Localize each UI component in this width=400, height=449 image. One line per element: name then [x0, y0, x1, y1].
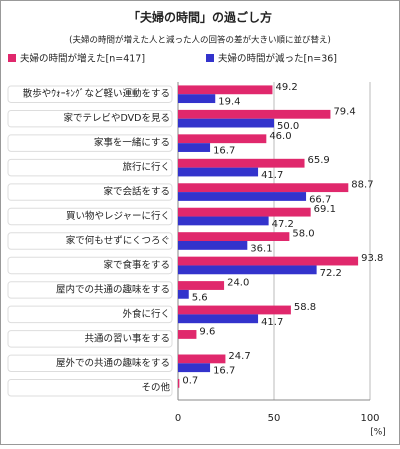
category-box — [7, 134, 173, 152]
value-label: 66.7 — [309, 194, 331, 205]
y-tick-label: 家で何もせずにくつろぐ — [66, 235, 170, 247]
category-box — [7, 354, 173, 373]
bar — [178, 256, 359, 266]
category-box — [7, 207, 173, 226]
bar — [178, 143, 211, 152]
y-tick-label: 家で食事をする — [103, 259, 170, 271]
y-tick-label: 共通の習い事をする — [84, 332, 170, 344]
category-box — [7, 232, 173, 250]
bar — [178, 216, 269, 226]
value-label: 50.0 — [277, 121, 299, 132]
value-label: 72.2 — [320, 268, 342, 279]
bar — [178, 158, 305, 168]
value-label: 49.2 — [275, 82, 297, 93]
legend-swatch — [8, 54, 16, 62]
bar — [178, 134, 267, 144]
bar — [178, 85, 273, 95]
value-label: 19.4 — [218, 97, 240, 108]
value-label: 79.4 — [333, 106, 355, 117]
category-box — [7, 281, 173, 299]
bar — [178, 378, 180, 388]
bar — [178, 94, 216, 104]
legend-swatch — [206, 54, 214, 62]
value-label: 16.7 — [213, 366, 235, 377]
legend-label: 夫婦の時間が増えた[n=417] — [20, 53, 145, 65]
category-box — [7, 183, 173, 201]
bar — [178, 354, 226, 364]
bar — [178, 241, 248, 250]
x-tick-label: 50 — [268, 413, 281, 424]
value-label: 47.2 — [272, 219, 294, 230]
bar — [178, 265, 317, 275]
legend-label: 夫婦の時間が減った[n=36] — [218, 53, 337, 65]
chart-subtitle: (夫婦の時間が増えた人と減った人の回答の差が大きい順に並び替え) — [69, 35, 331, 46]
category-box — [7, 305, 173, 324]
bar — [178, 330, 197, 339]
value-label: 0.7 — [182, 375, 198, 386]
category-box — [7, 85, 173, 103]
value-label: 5.6 — [192, 292, 208, 303]
category-box — [7, 256, 173, 275]
bar — [178, 192, 307, 201]
value-label: 36.1 — [250, 243, 272, 254]
bar — [178, 314, 259, 324]
y-tick-label: 家で会話をする — [103, 186, 170, 198]
bar — [178, 363, 211, 373]
category-box — [7, 379, 173, 397]
bar — [178, 207, 311, 217]
y-tick-label: 家事を一緒にする — [94, 137, 170, 149]
y-tick-label: 散歩やｳｫｰｷﾝｸﾞなど軽い運動をする — [23, 88, 170, 100]
x-unit: [%] — [370, 428, 386, 438]
value-label: 16.7 — [213, 146, 235, 157]
value-label: 9.6 — [199, 326, 215, 337]
x-tick-label: 100 — [360, 413, 379, 424]
y-tick-label: 外食に行く — [122, 308, 170, 320]
value-label: 41.7 — [261, 170, 283, 181]
x-tick-label: 0 — [175, 413, 181, 424]
value-label: 46.0 — [269, 131, 291, 142]
bar — [178, 109, 331, 119]
category-box — [7, 158, 173, 177]
y-tick-label: 旅行に行く — [122, 161, 170, 173]
y-tick-label: 屋外での共通の趣味をする — [56, 357, 170, 369]
value-label: 58.8 — [294, 302, 316, 313]
bar — [178, 289, 189, 299]
bar — [178, 167, 259, 177]
value-label: 69.1 — [314, 204, 336, 215]
value-label: 41.7 — [261, 317, 283, 328]
category-box — [7, 330, 173, 348]
y-tick-label: 買い物やレジャーに行く — [66, 210, 170, 222]
bar — [178, 281, 225, 290]
bar — [178, 232, 290, 241]
value-label: 24.0 — [227, 278, 249, 289]
value-label: 65.9 — [308, 155, 330, 166]
bar — [178, 183, 349, 193]
value-label: 24.7 — [228, 351, 250, 362]
chart-title: 「夫婦の時間」の過ごし方 — [128, 10, 272, 25]
bar — [178, 305, 291, 315]
y-tick-label: 家でテレビやDVDを見る — [64, 112, 170, 124]
value-label: 88.7 — [351, 180, 373, 191]
value-label: 93.8 — [361, 253, 383, 264]
category-box — [7, 109, 173, 128]
y-tick-label: 屋内での共通の趣味をする — [56, 283, 170, 295]
y-tick-label: その他 — [141, 381, 170, 393]
value-label: 58.0 — [292, 229, 314, 240]
bar — [178, 118, 274, 128]
